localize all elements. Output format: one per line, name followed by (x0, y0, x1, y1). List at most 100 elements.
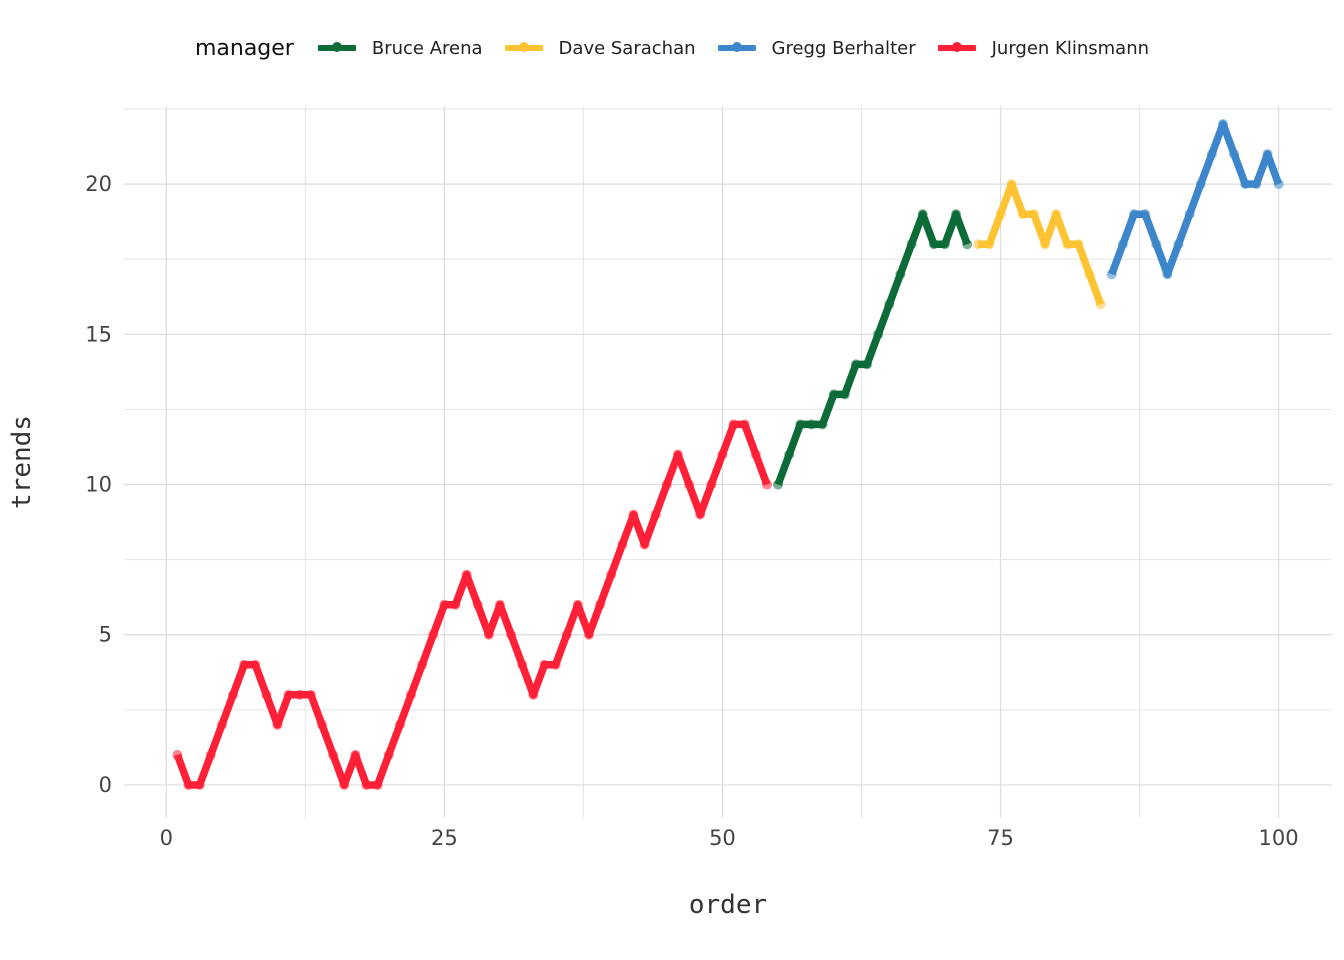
data-point (1184, 209, 1195, 220)
tick-labels: 0 25 50 75 100 0 5 10 15 20 (85, 172, 1298, 850)
x-tick-label: 100 (1259, 826, 1299, 850)
data-point (372, 779, 383, 790)
data-point (806, 419, 817, 430)
data-point (1262, 149, 1273, 160)
data-point (1017, 209, 1028, 220)
y-tick-label: 10 (85, 473, 112, 497)
data-point (1240, 179, 1251, 190)
data-point (1140, 209, 1151, 220)
data-point (361, 779, 372, 790)
data-point (1195, 179, 1206, 190)
data-point (205, 749, 216, 760)
series-line (978, 180, 1105, 306)
y-tick-label: 0 (99, 773, 112, 797)
data-point (183, 779, 194, 790)
x-tick-label: 50 (709, 826, 736, 850)
legend: manager Bruce Arena Dave Sarachan Gregg … (0, 30, 1344, 66)
data-point (728, 419, 739, 430)
legend-swatch (717, 42, 756, 54)
data-point (350, 749, 361, 760)
series-line (1108, 120, 1283, 278)
data-point (450, 599, 461, 610)
data-point (650, 509, 661, 520)
data-point (873, 329, 884, 340)
data-point (483, 629, 494, 640)
data-point (1106, 269, 1117, 280)
data-point (561, 629, 572, 640)
data-point (1040, 239, 1051, 250)
x-tick-label: 0 (160, 826, 173, 850)
data-point (339, 779, 350, 790)
data-point (1006, 179, 1017, 190)
data-point (1062, 239, 1073, 250)
data-point (550, 659, 561, 670)
data-point (1129, 209, 1140, 220)
legend-label: Jurgen Klinsmann (991, 37, 1150, 59)
data-point (1206, 149, 1217, 160)
legend-swatch (317, 42, 356, 54)
data-point (995, 209, 1006, 220)
data-point (1229, 149, 1240, 160)
legend-entry-bruce-arena: Bruce Arena (317, 38, 483, 59)
data-point (817, 419, 828, 430)
data-point (1084, 269, 1095, 280)
data-point (862, 359, 873, 370)
data-point (328, 749, 339, 760)
data-point (617, 539, 628, 550)
data-point (539, 659, 550, 670)
data-point (506, 629, 517, 640)
y-tick-label: 15 (85, 322, 112, 346)
data-point (795, 419, 806, 430)
data-point (906, 239, 917, 250)
data-point (1028, 209, 1039, 220)
data-point (750, 449, 761, 460)
data-point (773, 479, 784, 490)
data-point (706, 479, 717, 490)
grid-lines (124, 106, 1332, 818)
legend-label: Gregg Berhalter (771, 37, 916, 59)
data-point (1173, 239, 1184, 250)
legend-swatch (504, 42, 543, 54)
data-point (472, 599, 483, 610)
data-point (628, 509, 639, 520)
data-point (606, 569, 617, 580)
x-tick-label: 25 (431, 826, 458, 850)
data-point (973, 239, 984, 250)
legend-entry-dave-sarachan: Dave Sarachan (504, 37, 696, 59)
data-point (895, 269, 906, 280)
data-point (684, 479, 695, 490)
legend-entry-jurgen-klinsmann: Jurgen Klinsmann (937, 37, 1150, 59)
data-point (272, 719, 283, 730)
data-point (383, 749, 394, 760)
y-axis-title: trends (7, 415, 37, 509)
y-tick-label: 5 (99, 623, 112, 647)
data-point (250, 659, 261, 670)
data-point (717, 449, 728, 460)
data-point (639, 539, 650, 550)
data-point (1217, 119, 1228, 130)
data-point (761, 479, 772, 490)
series-lines (172, 119, 1284, 790)
data-point (294, 689, 305, 700)
data-point (194, 779, 205, 790)
data-point (595, 599, 606, 610)
data-point (784, 449, 795, 460)
data-point (917, 209, 928, 220)
data-point (572, 599, 583, 610)
data-point (405, 689, 416, 700)
legend-swatch (937, 42, 976, 54)
legend-label: Dave Sarachan (558, 37, 696, 59)
data-point (661, 479, 672, 490)
data-point (172, 749, 183, 760)
data-point (1095, 299, 1106, 310)
data-point (1073, 239, 1084, 250)
data-point (394, 719, 405, 730)
data-point (583, 629, 594, 640)
y-tick-label: 20 (85, 172, 112, 196)
data-point (428, 629, 439, 640)
data-point (1162, 269, 1173, 280)
data-point (951, 209, 962, 220)
data-point (1117, 239, 1128, 250)
data-point (228, 689, 239, 700)
